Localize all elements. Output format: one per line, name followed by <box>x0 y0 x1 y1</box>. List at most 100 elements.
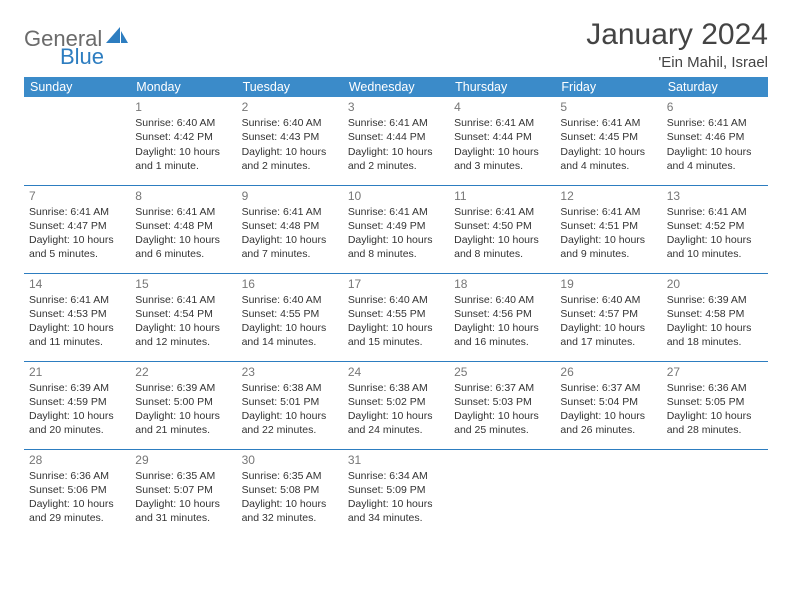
sunset-text: Sunset: 4:47 PM <box>29 219 125 233</box>
day-number: 19 <box>560 276 656 292</box>
sunset-text: Sunset: 4:48 PM <box>135 219 231 233</box>
daylight-text: Daylight: 10 hours <box>560 321 656 335</box>
daylight-text: Daylight: 10 hours <box>667 145 763 159</box>
sunrise-text: Sunrise: 6:37 AM <box>560 381 656 395</box>
logo-text-blue: Blue <box>60 44 104 70</box>
sunset-text: Sunset: 4:58 PM <box>667 307 763 321</box>
sunrise-text: Sunrise: 6:40 AM <box>135 116 231 130</box>
day-number: 29 <box>135 452 231 468</box>
calendar-day-cell: 2Sunrise: 6:40 AMSunset: 4:43 PMDaylight… <box>237 97 343 185</box>
daylight-text: and 1 minute. <box>135 159 231 173</box>
daylight-text: Daylight: 10 hours <box>29 233 125 247</box>
sunset-text: Sunset: 5:07 PM <box>135 483 231 497</box>
daylight-text: Daylight: 10 hours <box>454 321 550 335</box>
logo: General Blue <box>24 18 128 52</box>
day-number: 17 <box>348 276 444 292</box>
day-number: 2 <box>242 99 338 115</box>
daylight-text: Daylight: 10 hours <box>29 497 125 511</box>
sunset-text: Sunset: 4:46 PM <box>667 130 763 144</box>
sunset-text: Sunset: 5:03 PM <box>454 395 550 409</box>
sunset-text: Sunset: 5:00 PM <box>135 395 231 409</box>
daylight-text: and 16 minutes. <box>454 335 550 349</box>
sunrise-text: Sunrise: 6:41 AM <box>348 205 444 219</box>
daylight-text: and 21 minutes. <box>135 423 231 437</box>
daylight-text: Daylight: 10 hours <box>242 321 338 335</box>
logo-sail-icon <box>106 27 128 52</box>
calendar-day-cell: 28Sunrise: 6:36 AMSunset: 5:06 PMDayligh… <box>24 449 130 537</box>
sunset-text: Sunset: 5:05 PM <box>667 395 763 409</box>
calendar-empty-cell <box>24 97 130 185</box>
daylight-text: and 24 minutes. <box>348 423 444 437</box>
daylight-text: and 2 minutes. <box>348 159 444 173</box>
calendar-day-cell: 15Sunrise: 6:41 AMSunset: 4:54 PMDayligh… <box>130 273 236 361</box>
sunset-text: Sunset: 5:04 PM <box>560 395 656 409</box>
day-number: 1 <box>135 99 231 115</box>
calendar-empty-cell <box>555 449 661 537</box>
daylight-text: and 5 minutes. <box>29 247 125 261</box>
daylight-text: Daylight: 10 hours <box>135 145 231 159</box>
sunset-text: Sunset: 5:08 PM <box>242 483 338 497</box>
day-number: 31 <box>348 452 444 468</box>
day-number: 11 <box>454 188 550 204</box>
calendar-day-cell: 8Sunrise: 6:41 AMSunset: 4:48 PMDaylight… <box>130 185 236 273</box>
daylight-text: and 8 minutes. <box>454 247 550 261</box>
daylight-text: Daylight: 10 hours <box>242 409 338 423</box>
calendar-day-cell: 6Sunrise: 6:41 AMSunset: 4:46 PMDaylight… <box>662 97 768 185</box>
daylight-text: and 34 minutes. <box>348 511 444 525</box>
calendar-day-cell: 20Sunrise: 6:39 AMSunset: 4:58 PMDayligh… <box>662 273 768 361</box>
day-number: 30 <box>242 452 338 468</box>
calendar-empty-cell <box>662 449 768 537</box>
daylight-text: and 29 minutes. <box>29 511 125 525</box>
daylight-text: and 8 minutes. <box>348 247 444 261</box>
daylight-text: Daylight: 10 hours <box>242 497 338 511</box>
day-number: 15 <box>135 276 231 292</box>
daylight-text: and 26 minutes. <box>560 423 656 437</box>
daylight-text: Daylight: 10 hours <box>667 409 763 423</box>
day-number: 4 <box>454 99 550 115</box>
sunset-text: Sunset: 5:02 PM <box>348 395 444 409</box>
sunrise-text: Sunrise: 6:41 AM <box>29 293 125 307</box>
sunrise-text: Sunrise: 6:41 AM <box>454 116 550 130</box>
day-number: 9 <box>242 188 338 204</box>
sunrise-text: Sunrise: 6:41 AM <box>348 116 444 130</box>
daylight-text: and 20 minutes. <box>29 423 125 437</box>
sunrise-text: Sunrise: 6:41 AM <box>135 205 231 219</box>
sunset-text: Sunset: 4:56 PM <box>454 307 550 321</box>
daylight-text: Daylight: 10 hours <box>560 233 656 247</box>
daylight-text: and 18 minutes. <box>667 335 763 349</box>
sunrise-text: Sunrise: 6:41 AM <box>29 205 125 219</box>
calendar-day-cell: 9Sunrise: 6:41 AMSunset: 4:48 PMDaylight… <box>237 185 343 273</box>
calendar-day-cell: 16Sunrise: 6:40 AMSunset: 4:55 PMDayligh… <box>237 273 343 361</box>
calendar-day-cell: 13Sunrise: 6:41 AMSunset: 4:52 PMDayligh… <box>662 185 768 273</box>
daylight-text: Daylight: 10 hours <box>454 145 550 159</box>
calendar-day-cell: 31Sunrise: 6:34 AMSunset: 5:09 PMDayligh… <box>343 449 449 537</box>
calendar-week-row: 21Sunrise: 6:39 AMSunset: 4:59 PMDayligh… <box>24 361 768 449</box>
daylight-text: Daylight: 10 hours <box>135 321 231 335</box>
daylight-text: and 12 minutes. <box>135 335 231 349</box>
sunset-text: Sunset: 4:45 PM <box>560 130 656 144</box>
sunrise-text: Sunrise: 6:35 AM <box>135 469 231 483</box>
page-title: January 2024 <box>586 18 768 52</box>
daylight-text: Daylight: 10 hours <box>242 145 338 159</box>
weekday-header: Monday <box>130 77 236 97</box>
sunrise-text: Sunrise: 6:41 AM <box>667 116 763 130</box>
daylight-text: and 4 minutes. <box>667 159 763 173</box>
sunset-text: Sunset: 4:53 PM <box>29 307 125 321</box>
day-number: 7 <box>29 188 125 204</box>
sunrise-text: Sunrise: 6:39 AM <box>667 293 763 307</box>
daylight-text: and 32 minutes. <box>242 511 338 525</box>
daylight-text: Daylight: 10 hours <box>667 321 763 335</box>
calendar-day-cell: 29Sunrise: 6:35 AMSunset: 5:07 PMDayligh… <box>130 449 236 537</box>
daylight-text: and 3 minutes. <box>454 159 550 173</box>
day-number: 22 <box>135 364 231 380</box>
calendar-day-cell: 3Sunrise: 6:41 AMSunset: 4:44 PMDaylight… <box>343 97 449 185</box>
day-number: 25 <box>454 364 550 380</box>
sunrise-text: Sunrise: 6:38 AM <box>242 381 338 395</box>
day-number: 10 <box>348 188 444 204</box>
daylight-text: and 14 minutes. <box>242 335 338 349</box>
sunset-text: Sunset: 4:44 PM <box>454 130 550 144</box>
sunrise-text: Sunrise: 6:40 AM <box>242 293 338 307</box>
weekday-header: Saturday <box>662 77 768 97</box>
day-number: 14 <box>29 276 125 292</box>
daylight-text: and 10 minutes. <box>667 247 763 261</box>
